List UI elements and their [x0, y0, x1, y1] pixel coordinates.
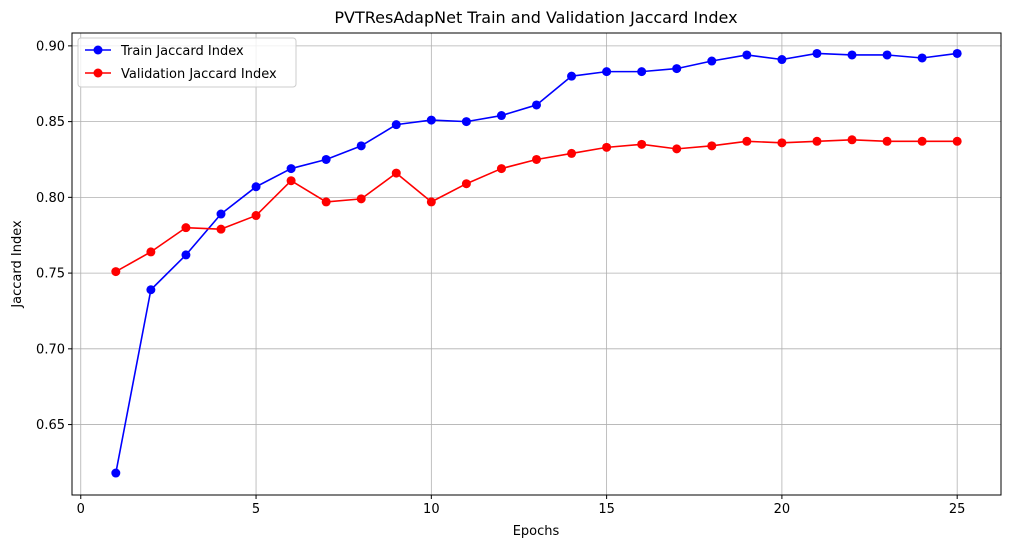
legend-marker-validation: [93, 68, 103, 78]
data-point-train: [251, 182, 261, 192]
data-point-validation: [111, 267, 121, 277]
data-point-train: [882, 50, 892, 60]
y-axis-label: Jaccard Index: [10, 220, 25, 309]
data-point-train: [847, 50, 857, 60]
data-point-validation: [426, 197, 436, 207]
data-point-validation: [952, 136, 962, 146]
data-point-train: [286, 164, 296, 174]
x-tick-label: 0: [77, 502, 85, 517]
data-point-validation: [707, 141, 717, 151]
x-tick-label: 20: [774, 502, 791, 517]
data-point-validation: [532, 154, 541, 164]
data-point-train: [461, 117, 471, 127]
data-point-validation: [461, 179, 471, 189]
data-point-train: [952, 48, 962, 58]
data-point-train: [707, 56, 717, 66]
data-point-train: [672, 64, 682, 74]
x-axis: 0 5 10 15 20 25: [77, 495, 966, 517]
data-point-train: [181, 250, 191, 260]
plot-frame: [71, 32, 1002, 496]
data-point-validation: [181, 223, 191, 233]
legend-item-validation: Validation Jaccard Index: [85, 67, 277, 82]
data-point-train: [146, 285, 156, 295]
data-point-validation: [602, 142, 612, 152]
y-tick-label: 0.85: [36, 115, 65, 130]
data-point-validation: [917, 136, 927, 146]
y-axis: 0.65 0.70 0.75 0.80 0.85 0.90: [36, 39, 72, 433]
x-tick-label: 15: [598, 502, 615, 517]
data-point-train: [917, 53, 927, 63]
data-point-train: [356, 141, 366, 151]
data-point-train: [496, 111, 506, 121]
x-tick-label: 25: [949, 502, 966, 517]
data-point-train: [602, 67, 612, 77]
data-point-train: [812, 48, 822, 58]
legend-label-train: Train Jaccard Index: [120, 44, 244, 59]
data-point-train: [567, 71, 577, 81]
data-point-validation: [251, 211, 261, 221]
data-point-validation: [391, 168, 401, 178]
legend-marker-train: [93, 45, 103, 55]
x-axis-label: Epochs: [513, 524, 560, 539]
y-tick-label: 0.75: [36, 267, 65, 282]
data-point-train: [777, 55, 787, 65]
data-point-train: [426, 115, 436, 125]
data-point-validation: [672, 144, 682, 154]
y-tick-label: 0.90: [36, 39, 65, 54]
x-tick-label: 10: [423, 502, 440, 517]
data-point-train: [391, 120, 401, 130]
data-point-train: [532, 100, 541, 110]
data-point-train: [321, 154, 331, 164]
data-point-validation: [567, 148, 577, 158]
legend-label-validation: Validation Jaccard Index: [121, 67, 277, 82]
grid: [72, 33, 1001, 495]
data-point-validation: [742, 136, 752, 146]
series-group: [111, 48, 962, 478]
data-point-validation: [637, 139, 647, 149]
x-tick-label: 5: [252, 502, 260, 517]
data-point-validation: [496, 164, 506, 174]
data-point-validation: [146, 247, 156, 257]
data-point-validation: [321, 197, 331, 207]
y-tick-label: 0.80: [36, 191, 65, 206]
data-point-validation: [847, 135, 857, 145]
data-point-validation: [882, 136, 892, 146]
y-tick-label: 0.65: [36, 418, 65, 433]
data-point-train: [637, 67, 647, 77]
legend-item-train: Train Jaccard Index: [85, 44, 244, 59]
data-point-train: [111, 468, 121, 478]
y-tick-label: 0.70: [36, 342, 65, 357]
data-point-validation: [286, 176, 296, 186]
legend-box: [77, 37, 297, 88]
data-point-validation: [777, 138, 787, 148]
data-point-train: [742, 50, 752, 60]
legend: Train Jaccard Index Validation Jaccard I…: [77, 37, 297, 88]
chart-title: PVTResAdapNet Train and Validation Jacca…: [334, 8, 737, 27]
data-point-train: [216, 209, 226, 219]
data-point-validation: [216, 224, 226, 234]
data-point-validation: [812, 136, 822, 146]
data-point-validation: [356, 194, 366, 204]
